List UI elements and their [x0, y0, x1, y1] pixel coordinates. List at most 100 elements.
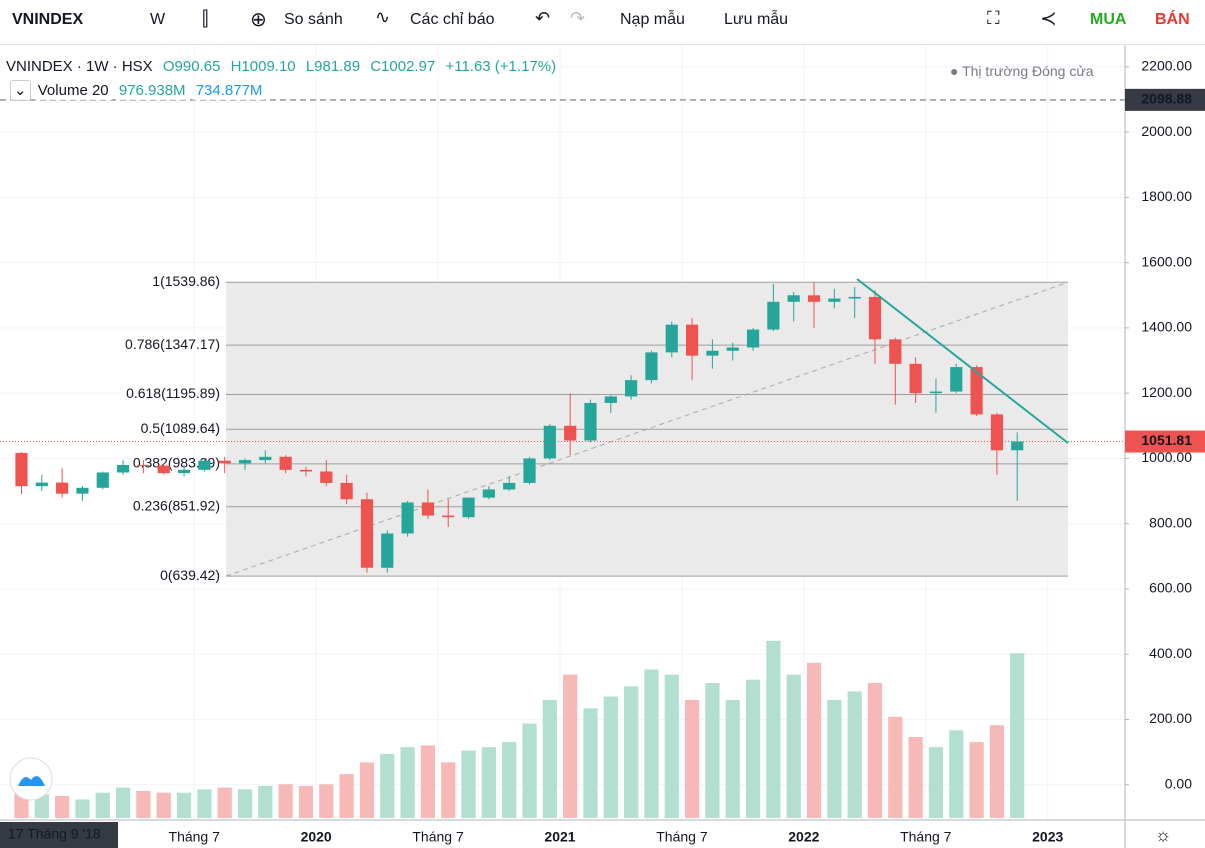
x-tick-label: Tháng 7	[169, 829, 221, 845]
candle-body	[787, 295, 800, 302]
volume-bar	[684, 699, 700, 818]
candle-body	[177, 469, 191, 474]
undo[interactable]: ↶	[535, 8, 551, 28]
candle-body	[807, 295, 821, 302]
volume-bar	[786, 674, 801, 818]
volume-bar	[400, 747, 415, 818]
volume-bar	[522, 723, 537, 818]
x-tick-label: Tháng 7	[900, 829, 952, 845]
volume-bar	[34, 794, 49, 818]
volume-bar	[603, 696, 618, 818]
volume-bar	[563, 674, 578, 818]
price-label: 1051.81	[1141, 432, 1192, 448]
compare[interactable]: So sánh	[284, 11, 343, 28]
candle-body	[56, 482, 69, 494]
candle-body	[604, 396, 617, 403]
volume-bar	[95, 792, 110, 818]
y-tick-label: 800.00	[1149, 514, 1192, 530]
indicators[interactable]: Các chỉ báo	[410, 11, 495, 28]
load-template[interactable]: Nạp mẫu	[620, 11, 685, 28]
candle-body	[15, 452, 28, 487]
candle-body	[970, 367, 983, 415]
settings-icon[interactable]: ☼	[1155, 825, 1172, 845]
candle-body	[746, 329, 760, 348]
buy-button[interactable]: MUA	[1090, 11, 1127, 28]
y-tick-label: 1000.00	[1141, 449, 1192, 465]
x-tick-label: 2022	[788, 829, 819, 845]
legend: VNINDEX · 1W · HSX O990.65 H1009.10 L981…	[3, 57, 560, 101]
x-tick-highlight	[0, 822, 118, 848]
alert-label: 2098.88	[1141, 91, 1192, 107]
volume-bar	[888, 716, 903, 818]
volume-bar	[827, 699, 842, 818]
candle-body	[157, 465, 170, 474]
candle-body	[889, 339, 902, 364]
volume-bar	[847, 691, 862, 818]
candle-body	[503, 482, 516, 490]
candle-body	[625, 380, 638, 397]
x-tick-label: 2021	[544, 829, 575, 845]
volume-bar	[928, 747, 944, 818]
candle-body	[767, 301, 780, 330]
volume-bar	[624, 686, 639, 818]
volume-bar	[156, 792, 171, 818]
market-status: ● Thị trường Đóng cửa	[950, 63, 1094, 79]
volume-bar	[664, 674, 679, 818]
y-tick-label: 0.00	[1165, 775, 1192, 791]
candle-body	[950, 367, 963, 392]
candle-body	[929, 391, 943, 394]
candle-body	[218, 460, 231, 464]
volume-bar	[1010, 653, 1025, 818]
y-tick-label: 2200.00	[1141, 58, 1192, 74]
candle-body	[706, 350, 719, 356]
fib-label: 0.618(1195.89)	[126, 385, 220, 401]
x-tick-label: Tháng 7	[656, 829, 708, 845]
x-tick-label: 2020	[301, 829, 332, 845]
volume-bar	[359, 762, 375, 818]
y-tick-label: 1800.00	[1141, 188, 1192, 204]
candle-body	[564, 425, 577, 441]
candle-body	[523, 458, 536, 483]
toolbar: VNINDEX W ⫿ ⊕ So sánh ∿ Các chỉ báo ↶ ↷ …	[0, 0, 1205, 45]
candle-body	[828, 298, 841, 302]
volume-bar	[502, 742, 517, 818]
volume-bar	[441, 762, 456, 818]
fib-label: 0.786(1347.17)	[125, 336, 220, 352]
candle-body	[381, 533, 394, 568]
indicator-icon[interactable]: ∿	[375, 7, 391, 27]
candle-body	[442, 515, 455, 518]
fullscreen[interactable]: ⛶	[987, 8, 1000, 28]
y-tick-label: 200.00	[1149, 710, 1192, 726]
symbol[interactable]: VNINDEX	[12, 11, 84, 28]
redo[interactable]: ↷	[570, 8, 586, 28]
volume-bar	[115, 787, 131, 818]
candle-body	[238, 460, 252, 464]
volume-value: 976.938M	[115, 81, 189, 100]
volume-bar	[136, 791, 151, 818]
fib-label: 0.5(1089.64)	[141, 420, 220, 436]
legend-change: +11.63 (+1.17%)	[442, 57, 560, 76]
logo[interactable]	[9, 757, 53, 801]
legend-title: VNINDEX · 1W · HSX	[3, 57, 156, 76]
volume-bar	[197, 789, 212, 818]
compare-icon[interactable]: ⊕	[250, 9, 267, 31]
candle-body	[421, 502, 435, 516]
candle-body	[76, 487, 89, 494]
volume-ma: 734.877M	[192, 81, 266, 100]
collapse-button[interactable]: ⌄	[10, 80, 31, 101]
market-status-text: Thị trường Đóng cửa	[962, 63, 1094, 79]
legend-open: O990.65	[159, 57, 224, 76]
volume-bar	[217, 787, 232, 818]
candle-icon[interactable]: ⫿	[202, 8, 209, 30]
candle-body	[462, 497, 475, 518]
volume-bar	[989, 725, 1005, 818]
candle-body	[35, 482, 48, 487]
candle-body	[848, 296, 861, 299]
save-template[interactable]: Lưu mẫu	[724, 11, 789, 28]
interval[interactable]: W	[150, 11, 166, 28]
share[interactable]: ≺	[1040, 8, 1057, 30]
sell-button[interactable]: BÁN	[1155, 11, 1190, 28]
fib-label: 1(1539.86)	[152, 273, 220, 289]
volume-bar	[542, 699, 557, 818]
volume-bar	[319, 784, 334, 818]
